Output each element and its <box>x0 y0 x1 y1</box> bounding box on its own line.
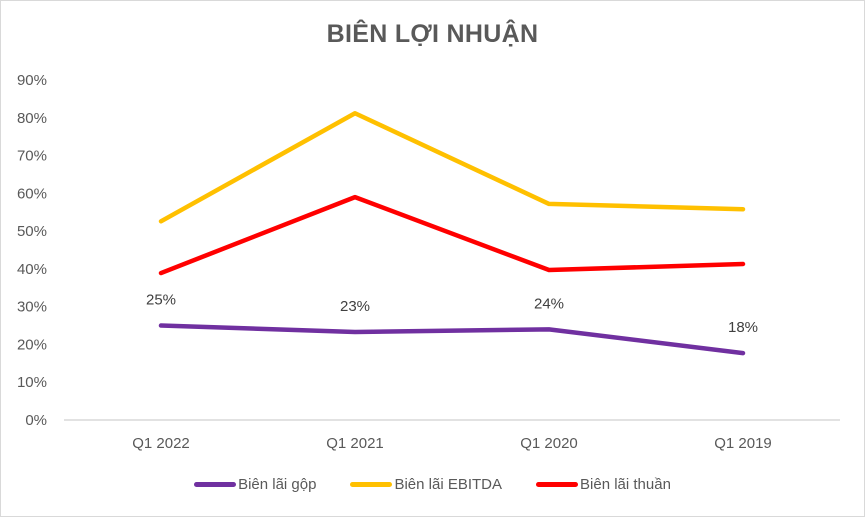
x-tick-label: Q1 2020 <box>520 435 578 452</box>
legend-swatch <box>536 482 579 487</box>
y-tick-label: 70% <box>17 148 47 165</box>
legend-swatch <box>350 482 393 487</box>
x-tick-label: Q1 2019 <box>714 435 772 452</box>
y-tick-label: 20% <box>17 336 47 353</box>
x-tick-label: Q1 2021 <box>326 435 384 452</box>
data-label: 25% <box>146 292 176 309</box>
y-tick-label: 30% <box>17 299 47 316</box>
data-label: 24% <box>534 295 564 312</box>
legend-label: Biên lãi gộp <box>238 476 317 493</box>
legend-swatch <box>194 482 237 487</box>
legend-item: Biên lãi EBITDA <box>350 476 502 493</box>
legend-item: Biên lãi thuần <box>536 476 671 493</box>
data-label: 18% <box>728 319 758 336</box>
y-tick-label: 90% <box>17 72 47 89</box>
legend: Biên lãi gộp Biên lãi EBITDA Biên lãi thuầ… <box>0 476 865 493</box>
chart-title: BIÊN LỢI NHUẬN <box>326 20 539 48</box>
y-tick-label: 10% <box>17 374 47 391</box>
y-tick-label: 50% <box>17 223 47 240</box>
x-tick-label: Q1 2022 <box>132 435 190 452</box>
y-tick-label: 40% <box>17 261 47 278</box>
series-line-1 <box>158 323 746 356</box>
legend-label: Biên lãi EBITDA <box>394 476 503 493</box>
series-line-3 <box>158 194 746 276</box>
series-line-2 <box>158 110 746 224</box>
data-label: 23% <box>340 298 370 315</box>
legend-label: Biên lãi thuần <box>580 476 671 493</box>
y-tick-label: 0% <box>25 412 47 429</box>
y-tick-label: 60% <box>17 185 47 202</box>
y-tick-label: 80% <box>17 110 47 127</box>
legend-item: Biên lãi gộp <box>194 476 316 493</box>
